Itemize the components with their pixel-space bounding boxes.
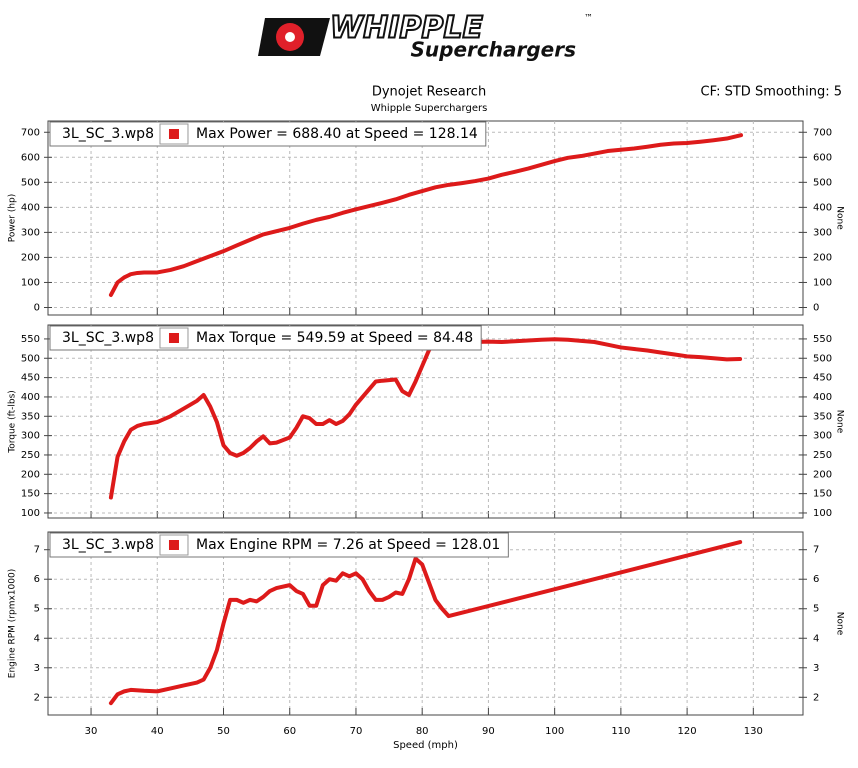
x-tick-label: 110 bbox=[611, 726, 630, 737]
y2-tick-label: 200 bbox=[813, 252, 832, 263]
y-tick-label: 100 bbox=[21, 508, 40, 519]
y2-tick-label: 300 bbox=[813, 431, 832, 442]
y2-tick-label: 7 bbox=[813, 545, 819, 556]
y-tick-label: 300 bbox=[21, 227, 40, 238]
y-tick-label: 550 bbox=[21, 334, 40, 345]
y-tick-label: 500 bbox=[21, 177, 40, 188]
y2-tick-label: 300 bbox=[813, 227, 832, 238]
y2-tick-label: 450 bbox=[813, 373, 832, 384]
y-tick-label: 250 bbox=[21, 450, 40, 461]
y-tick-label: 300 bbox=[21, 431, 40, 442]
legend-label: 3L_SC_3.wp8 bbox=[62, 330, 154, 346]
y-tick-label: 200 bbox=[21, 252, 40, 263]
y2-axis-label: None bbox=[835, 206, 845, 230]
y2-tick-label: 2 bbox=[813, 692, 819, 703]
data-line bbox=[108, 337, 743, 500]
y-axis-label: Power (hp) bbox=[8, 194, 18, 243]
legend: 3L_SC_3.wp8 Max Torque = 549.59 at Speed … bbox=[49, 325, 482, 351]
y-tick-label: 500 bbox=[21, 353, 40, 364]
y2-tick-label: 400 bbox=[813, 202, 832, 213]
legend-swatch bbox=[168, 540, 179, 550]
legend-swatch bbox=[168, 333, 179, 343]
legend-swatch bbox=[168, 129, 179, 139]
y-tick-label: 3 bbox=[34, 663, 40, 674]
y2-tick-label: 150 bbox=[813, 489, 832, 500]
x-tick-label: 40 bbox=[151, 726, 164, 737]
x-tick-label: 60 bbox=[283, 726, 296, 737]
y2-tick-label: 500 bbox=[813, 353, 832, 364]
legend-box bbox=[49, 532, 509, 558]
legend-box bbox=[49, 121, 487, 147]
y2-tick-label: 0 bbox=[813, 302, 819, 313]
logo: WHIPPLE ™ Superchargers bbox=[258, 10, 593, 62]
y2-tick-label: 3 bbox=[813, 663, 819, 674]
y-tick-label: 400 bbox=[21, 392, 40, 403]
y2-tick-label: 550 bbox=[813, 334, 832, 345]
y-tick-label: 700 bbox=[21, 127, 40, 138]
x-tick-label: 30 bbox=[85, 726, 98, 737]
y2-tick-label: 350 bbox=[813, 411, 832, 422]
logo-trademark: ™ bbox=[584, 14, 593, 24]
y2-tick-label: 700 bbox=[813, 127, 832, 138]
x-tick-label: 50 bbox=[217, 726, 230, 737]
legend: 3L_SC_3.wp8 Max Engine RPM = 7.26 at Spee… bbox=[49, 532, 509, 558]
x-tick-label: 120 bbox=[678, 726, 697, 737]
x-tick-label: 130 bbox=[744, 726, 763, 737]
y2-tick-label: 250 bbox=[813, 450, 832, 461]
y2-tick-label: 4 bbox=[813, 633, 819, 644]
legend: 3L_SC_3.wp8 Max Power = 688.40 at Speed =… bbox=[49, 121, 487, 147]
y-tick-label: 6 bbox=[34, 574, 40, 585]
y-tick-label: 600 bbox=[21, 152, 40, 163]
chart-subtitle: Whipple Superchargers bbox=[371, 103, 488, 114]
x-tick-label: 70 bbox=[350, 726, 363, 737]
y-tick-label: 200 bbox=[21, 469, 40, 480]
y2-axis-label: None bbox=[835, 410, 845, 434]
legend-label: 3L_SC_3.wp8 bbox=[62, 537, 154, 553]
x-tick-label: 100 bbox=[545, 726, 564, 737]
max-annotation: Max Torque = 549.59 at Speed = 84.48 bbox=[196, 330, 473, 346]
y2-tick-label: 100 bbox=[813, 508, 832, 519]
max-annotation: Max Engine RPM = 7.26 at Speed = 128.01 bbox=[196, 537, 500, 553]
y-tick-label: 450 bbox=[21, 373, 40, 384]
y2-tick-label: 500 bbox=[813, 177, 832, 188]
y2-tick-label: 600 bbox=[813, 152, 832, 163]
y2-tick-label: 100 bbox=[813, 277, 832, 288]
x-tick-label: 90 bbox=[482, 726, 495, 737]
plot-frame bbox=[47, 531, 804, 716]
y-tick-label: 7 bbox=[34, 545, 40, 556]
logo-tagline: Superchargers bbox=[411, 38, 577, 62]
y-tick-label: 4 bbox=[34, 633, 40, 644]
legend-label: 3L_SC_3.wp8 bbox=[62, 126, 154, 142]
chart-title: Dynojet Research bbox=[372, 85, 486, 100]
x-axis-label: Speed (mph) bbox=[393, 740, 458, 751]
plot-frame bbox=[47, 120, 804, 316]
y2-tick-label: 400 bbox=[813, 392, 832, 403]
y-tick-label: 5 bbox=[34, 604, 40, 615]
y-tick-label: 350 bbox=[21, 411, 40, 422]
y-tick-label: 100 bbox=[21, 277, 40, 288]
y-tick-label: 2 bbox=[34, 692, 40, 703]
data-line bbox=[108, 133, 744, 297]
y2-tick-label: 200 bbox=[813, 469, 832, 480]
y2-axis-label: None bbox=[835, 612, 845, 636]
legend-box bbox=[49, 325, 482, 351]
logo-gear-hub bbox=[285, 32, 295, 42]
logo-brand: WHIPPLE bbox=[330, 11, 483, 46]
y2-tick-label: 5 bbox=[813, 604, 819, 615]
y-axis-label: Torque (ft-lbs) bbox=[8, 390, 18, 454]
y2-tick-label: 6 bbox=[813, 574, 819, 585]
data-line bbox=[108, 540, 743, 706]
x-tick-label: 80 bbox=[416, 726, 429, 737]
y-tick-label: 400 bbox=[21, 202, 40, 213]
max-annotation: Max Power = 688.40 at Speed = 128.14 bbox=[196, 126, 478, 142]
y-tick-label: 0 bbox=[34, 302, 40, 313]
settings-label: CF: STD Smoothing: 5 bbox=[701, 85, 842, 100]
y-tick-label: 150 bbox=[21, 489, 40, 500]
y-axis-label: Engine RPM (rpmx1000) bbox=[8, 569, 18, 678]
